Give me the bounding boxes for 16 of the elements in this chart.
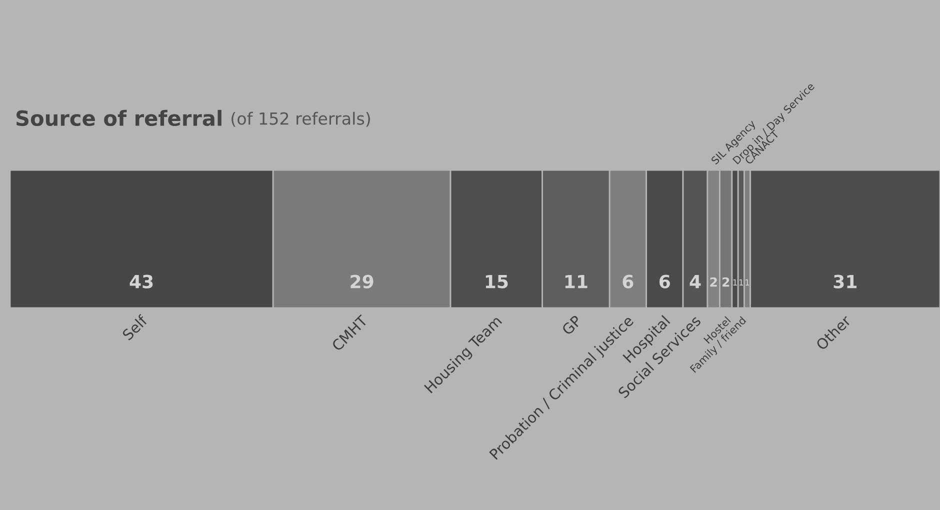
data-label: 1 [733,279,737,286]
data-label: 4 [690,274,701,288]
data-label: 11 [565,274,588,288]
chart-title: Source of referral [16,110,222,126]
text: GP [561,314,582,336]
data-label: 1 [739,279,744,286]
data-label: 43 [130,274,153,288]
data-label: 6 [660,274,670,288]
data-label: 2 [722,277,730,287]
data-label: 1 [746,279,750,286]
chart-subtitle: (of 152 referrals) [232,112,370,127]
data-label: 6 [622,274,634,288]
data-label: 29 [350,274,374,288]
data-label: 2 [710,277,717,287]
data-label: 31 [834,274,856,288]
data-label: 15 [486,274,508,288]
